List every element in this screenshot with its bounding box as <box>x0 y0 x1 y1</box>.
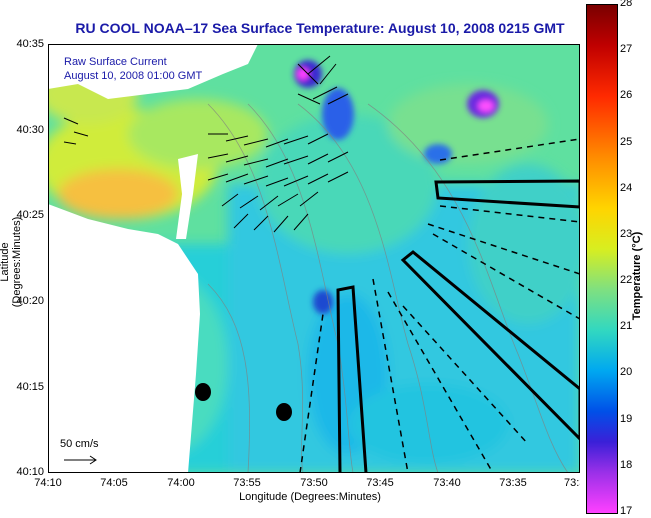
temperature-colorbar <box>586 4 618 514</box>
y-tick: 40:15 <box>16 381 44 393</box>
scale-arrow <box>64 455 97 465</box>
colorbar-tick: 23 <box>620 228 633 240</box>
x-tick: 73:45 <box>366 477 394 489</box>
colorbar-tick: 19 <box>620 413 633 425</box>
colorbar-tick: 24 <box>620 182 633 194</box>
x-tick: 73:3 <box>564 477 580 489</box>
x-tick: 73:50 <box>300 477 328 489</box>
colorbar-tick: 26 <box>620 89 633 101</box>
colorbar-tick: 27 <box>620 43 633 55</box>
colorbar-label: Temperature (°C) <box>631 231 643 321</box>
y-axis-label: Latitude (Degrees:Minutes) <box>0 216 23 308</box>
transect-boxes <box>336 179 580 473</box>
map-title: RU COOL NOAA–17 Sea Surface Temperature:… <box>75 20 565 36</box>
x-axis-label: Longitude (Degrees:Minutes) <box>239 491 381 503</box>
y-tick: 40:25 <box>16 209 44 221</box>
colorbar-tick: 17 <box>620 505 633 517</box>
y-tick: 40:30 <box>16 124 44 136</box>
x-tick: 73:40 <box>433 477 461 489</box>
land-west <box>48 204 200 473</box>
y-tick: 40:20 <box>16 295 44 307</box>
legend-current-date: August 10, 2008 01:00 GMT <box>64 70 203 82</box>
y-tick: 40:35 <box>16 38 44 50</box>
sst-map[interactable] <box>48 44 580 473</box>
sandy-hook <box>176 154 198 239</box>
legend-current-label: Raw Surface Current <box>64 56 167 68</box>
x-tick: 74:10 <box>34 477 62 489</box>
x-tick: 73:55 <box>233 477 261 489</box>
current-vectors <box>63 55 349 233</box>
colorbar-tick: 21 <box>620 320 633 332</box>
plot-frame <box>48 44 580 473</box>
colorbar-tick: 25 <box>620 136 633 148</box>
x-tick: 73:35 <box>499 477 527 489</box>
station-dot-1 <box>195 383 211 401</box>
y-tick: 40:10 <box>16 466 44 478</box>
land-north <box>48 44 258 99</box>
station-dot-2 <box>276 403 292 421</box>
transect-lines <box>299 138 580 473</box>
scale-label: 50 cm/s <box>60 438 99 450</box>
x-tick: 74:00 <box>167 477 195 489</box>
x-tick: 74:05 <box>100 477 128 489</box>
colorbar-tick: 20 <box>620 366 633 378</box>
colorbar-tick: 28 <box>620 0 633 9</box>
map-canvas <box>48 44 580 473</box>
colorbar-tick: 22 <box>620 274 633 286</box>
colorbar-tick: 18 <box>620 459 633 471</box>
